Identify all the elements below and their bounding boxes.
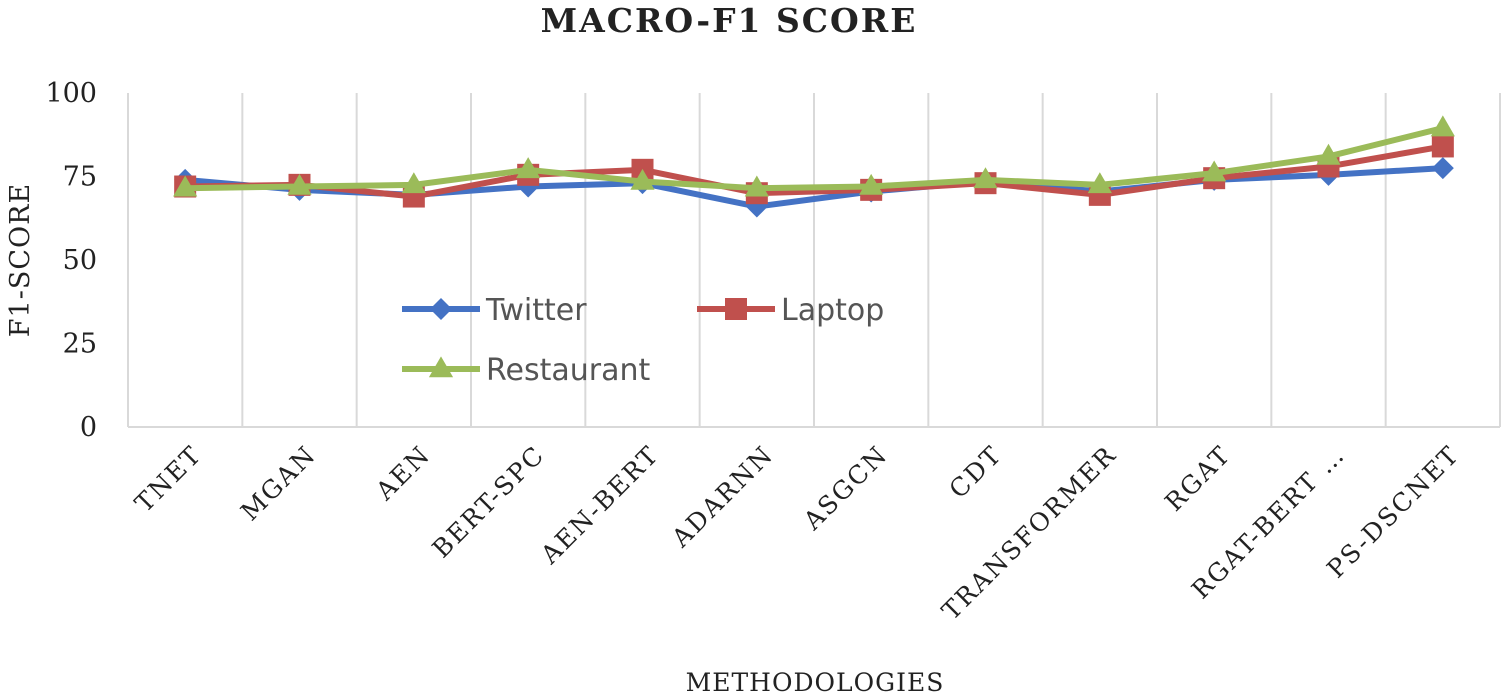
data-point-restaurant [173, 175, 198, 197]
data-point-restaurant [744, 175, 769, 197]
x-tick-label: AEN-BERT [534, 440, 664, 570]
x-tick-label: ASGCN [797, 440, 893, 536]
series-line-restaurant [185, 125, 1444, 192]
y-tick-label: 0 [80, 412, 97, 443]
x-tick-label: RGAT [1159, 440, 1236, 517]
legend-label: Laptop [781, 293, 884, 328]
data-point-restaurant [1430, 115, 1455, 137]
y-tick-label: 50 [63, 245, 97, 276]
legend-marker [725, 298, 747, 320]
series-layer [173, 115, 1455, 218]
legend-item-twitter: Twitter [402, 293, 587, 328]
x-tick-label: ADARNN [665, 440, 779, 554]
data-point-restaurant [1316, 143, 1341, 165]
data-point-restaurant [630, 168, 655, 190]
legend-item-restaurant: Restaurant [402, 353, 650, 388]
legend-item-laptop: Laptop [697, 293, 884, 328]
x-tick-label: BERT-SPC [427, 440, 551, 564]
legend-label: Twitter [485, 293, 587, 328]
data-point-restaurant [401, 172, 426, 194]
chart-title: MACRO-F1 SCORE [541, 1, 918, 40]
y-tick-label: 25 [63, 329, 97, 360]
y-tick-label: 75 [63, 162, 97, 193]
x-tick-label: TNET [129, 440, 207, 518]
x-tick-label: CDT [943, 440, 1007, 504]
legend-marker [428, 356, 454, 378]
data-point-restaurant [287, 173, 312, 195]
series-line-laptop [185, 143, 1444, 200]
legend-label: Restaurant [486, 353, 650, 388]
data-point-restaurant [859, 173, 884, 195]
legend: Twitter Laptop Restaurant [402, 293, 884, 388]
data-point-twitter [1431, 157, 1454, 180]
y-axis-label: F1-SCORE [5, 183, 36, 337]
data-point-restaurant [1202, 160, 1227, 182]
data-point-laptop [1431, 135, 1454, 158]
series-restaurant [173, 115, 1455, 197]
x-tick-label: MGAN [235, 440, 322, 527]
y-axis-ticks: 0 25 50 75 100 [45, 78, 97, 443]
data-point-restaurant [516, 157, 541, 179]
y-tick-label: 100 [45, 78, 97, 109]
data-point-restaurant [1087, 172, 1112, 194]
legend-marker [430, 298, 452, 320]
grid-lines [127, 93, 1501, 428]
x-tick-label: AEN [369, 440, 436, 507]
x-axis-label: METHODOLOGIES [686, 668, 945, 696]
data-point-restaurant [973, 167, 998, 189]
